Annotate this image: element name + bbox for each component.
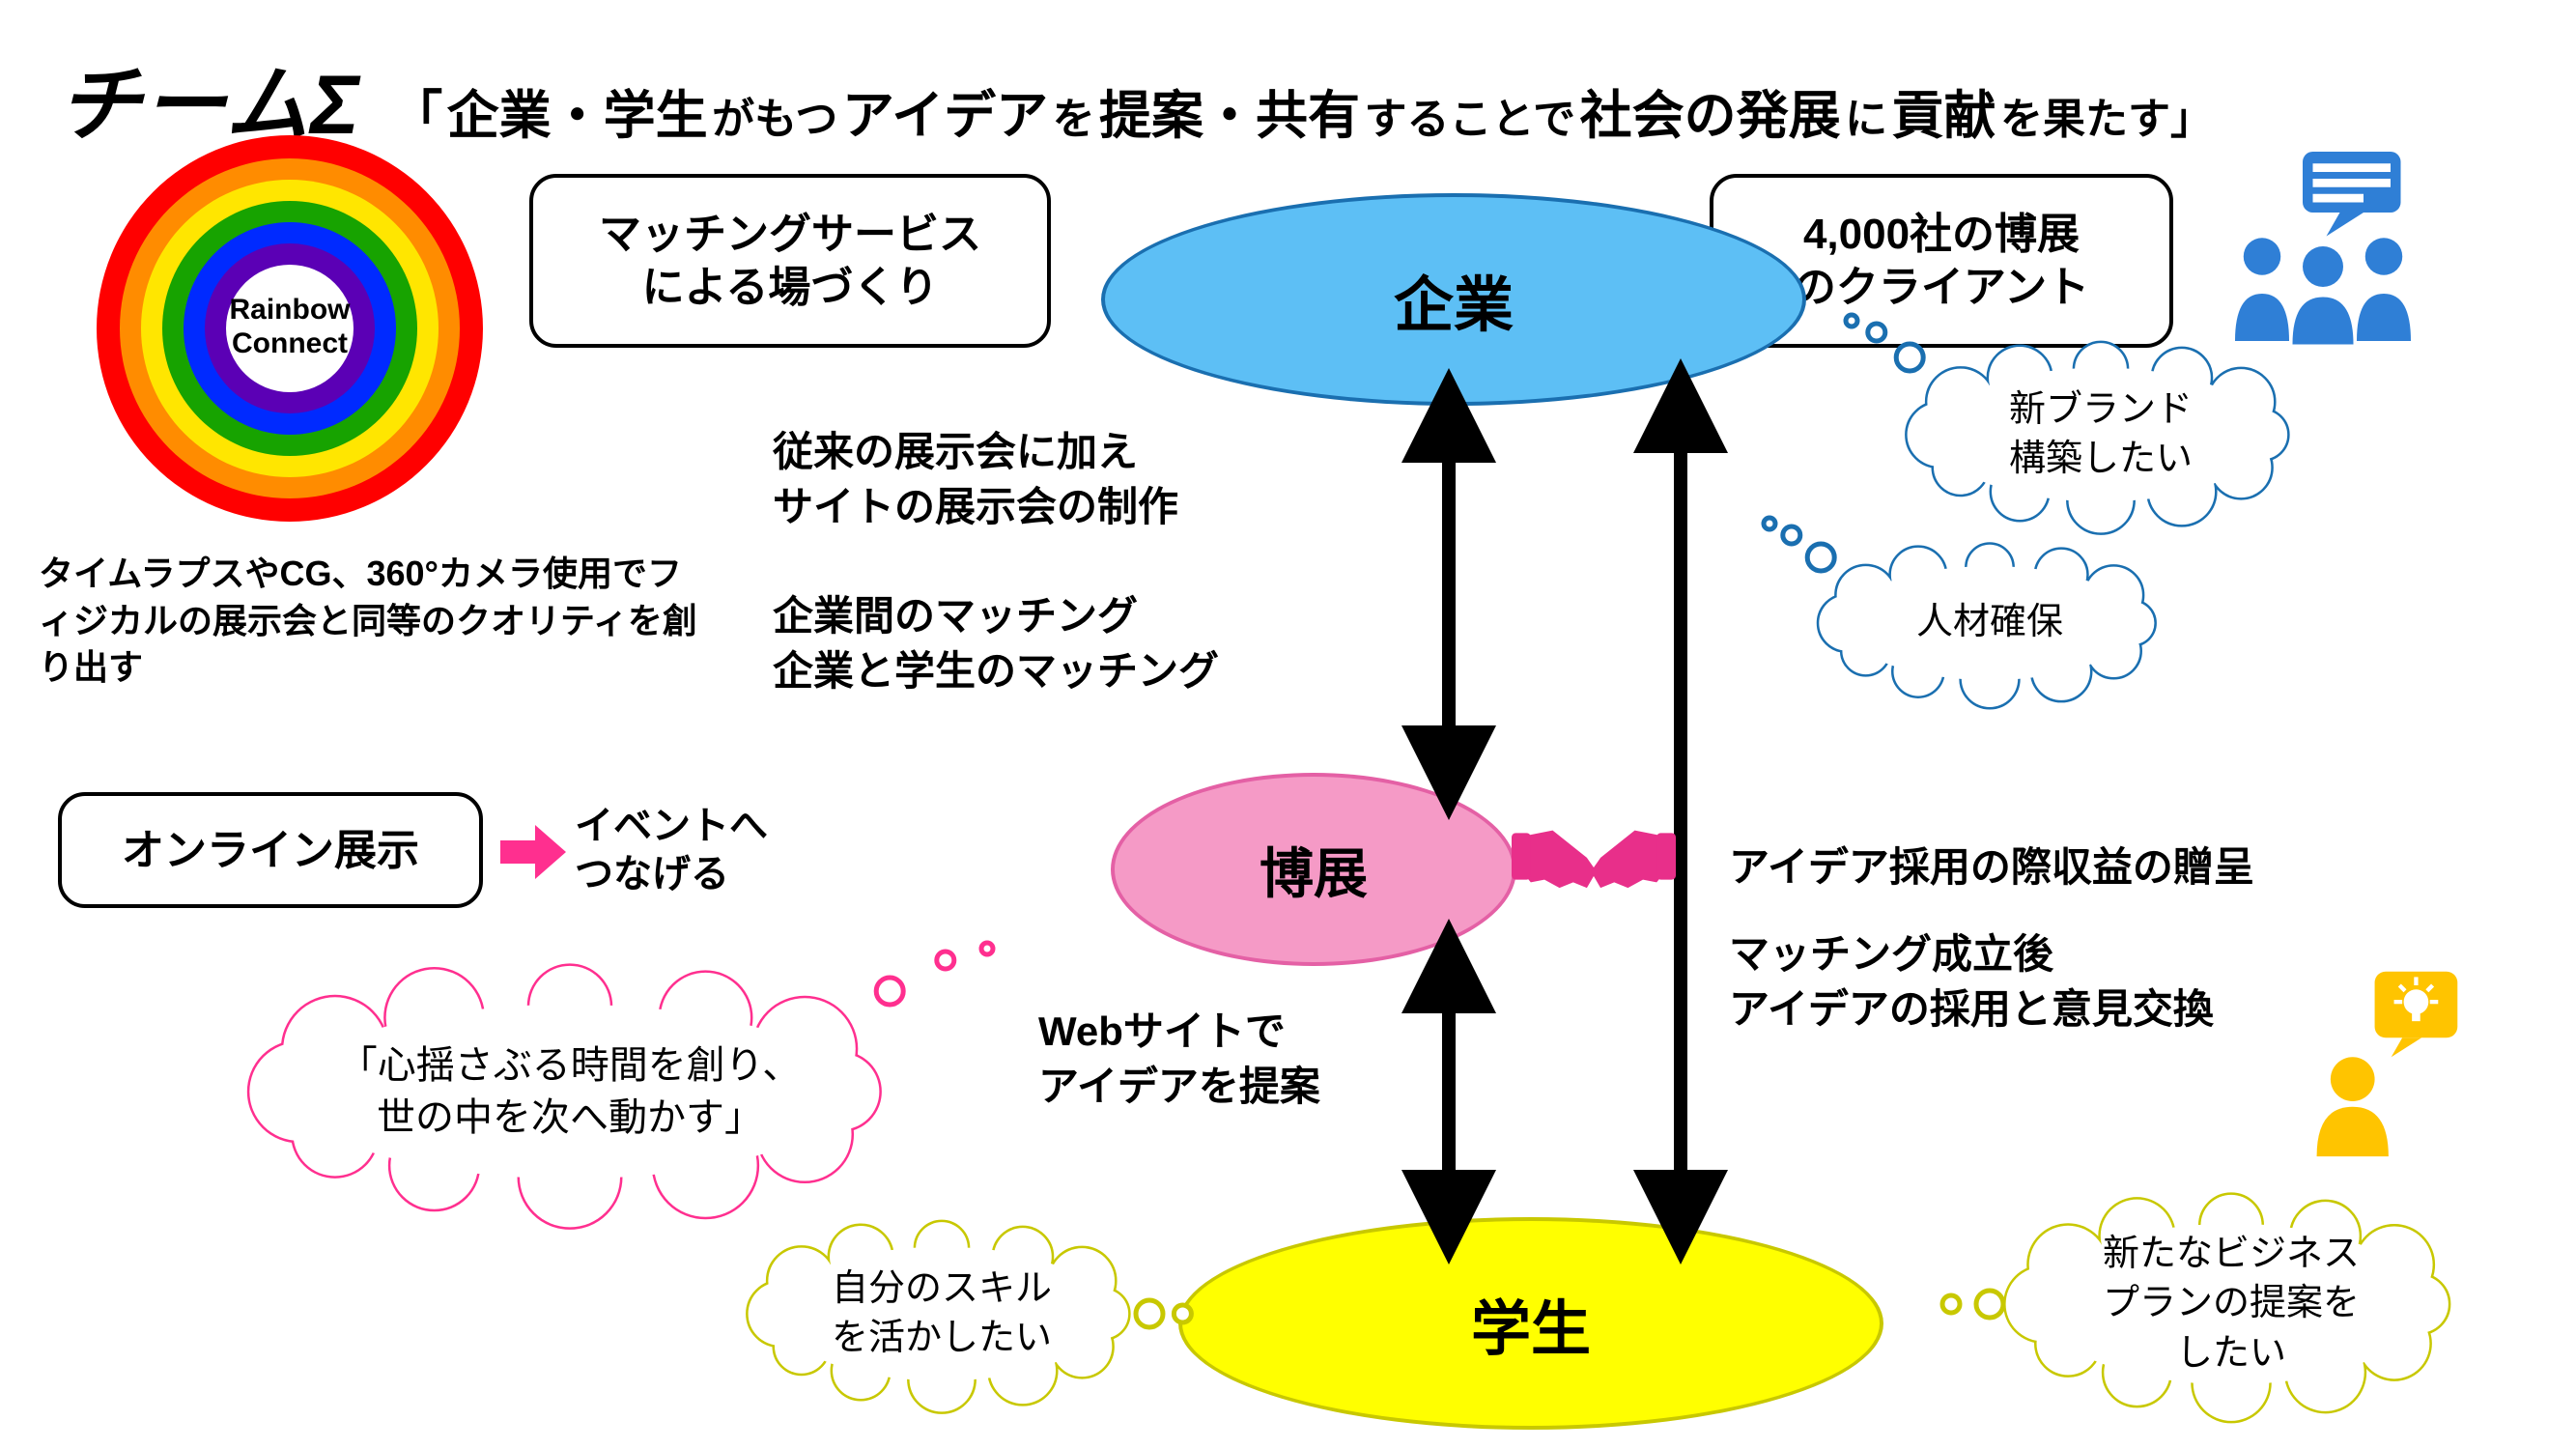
ellipse-hakuten-label: 博展 <box>1260 831 1368 909</box>
tagline-j: を果たす」 <box>2000 96 2213 143</box>
box-matching-label: マッチングサービス による場づくり <box>599 208 981 314</box>
pink-arrow-icon <box>493 813 570 891</box>
tagline-c: アイデア <box>842 87 1048 145</box>
center-text-3: Webサイトで アイデアを提案 <box>1038 1005 1320 1114</box>
thought-jinzai: 人材確保 <box>1806 541 2173 705</box>
ellipse-student-label: 学生 <box>1471 1280 1591 1367</box>
box-clients-label: 4,000社の博展 のクライアント <box>1794 208 2089 314</box>
ellipse-company-label: 企業 <box>1394 256 1514 343</box>
tagline-g: 社会の発展 <box>1580 87 1841 145</box>
right-text-2: マッチング成立後 アイデアの採用と意見交換 <box>1729 927 2214 1037</box>
right-text-1: アイデア採用の際収益の贈呈 <box>1729 840 2254 895</box>
rainbow-caption: タイムラプスやCG、360°カメラ使用でフィジカルの展示会と同等のクオリティを創… <box>39 551 715 692</box>
thought-brand: 新ブランド 構築したい <box>1893 338 2308 531</box>
rainbow-label-line2: Connect <box>232 327 348 359</box>
tagline-i: 貢献 <box>1892 87 1996 145</box>
tagline-f: することで <box>1364 96 1575 143</box>
thought-bizplan: 新たなビジネス プランの提案を したい <box>1990 1188 2473 1420</box>
tagline-d: を <box>1053 96 1095 143</box>
idea-person-icon <box>2299 966 2473 1159</box>
tagline: 「 企業・学生 がもつ アイデア を 提案・共有 することで 社会の発展 に 貢… <box>390 72 2213 149</box>
tagline-h: に <box>1845 96 1887 143</box>
ellipse-company: 企業 <box>1101 193 1806 406</box>
thought-skill-label: 自分のスキル を活かしたい <box>734 1217 1149 1410</box>
tagline-e: 提案・共有 <box>1099 87 1360 145</box>
tagline-a: 企業・学生 <box>447 87 708 145</box>
center-text-1: 従来の展示会に加え サイトの展示会の制作 <box>773 425 1178 534</box>
arrow-caption: イベントへ つなげる <box>575 802 768 898</box>
handshake-icon <box>1512 802 1676 927</box>
thought-jinzai-label: 人材確保 <box>1806 541 2173 705</box>
center-text-2: 企業間のマッチング 企業と学生のマッチング <box>773 589 1219 698</box>
box-online-label: オンライン展示 <box>122 824 419 877</box>
rainbow-label-line1: Rainbow <box>230 294 351 326</box>
thought-pink: 「心揺さぶる時間を創り、 世の中を次へ動かす」 <box>222 966 918 1217</box>
rainbow-label: Rainbow Connect <box>97 294 483 360</box>
ellipse-hakuten: 博展 <box>1111 773 1516 966</box>
group-chat-icon <box>2222 145 2424 348</box>
tagline-b: がもつ <box>712 96 837 143</box>
ellipse-student: 学生 <box>1178 1217 1883 1430</box>
thought-skill: 自分のスキル を活かしたい <box>734 1217 1149 1410</box>
thought-brand-label: 新ブランド 構築したい <box>1893 338 2308 531</box>
box-online-exhibit: オンライン展示 <box>58 792 483 908</box>
thought-pink-label: 「心揺さぶる時間を創り、 世の中を次へ動かす」 <box>222 966 918 1217</box>
box-matching-service: マッチングサービス による場づくり <box>529 174 1051 348</box>
thought-bizplan-label: 新たなビジネス プランの提案を したい <box>1990 1188 2473 1420</box>
